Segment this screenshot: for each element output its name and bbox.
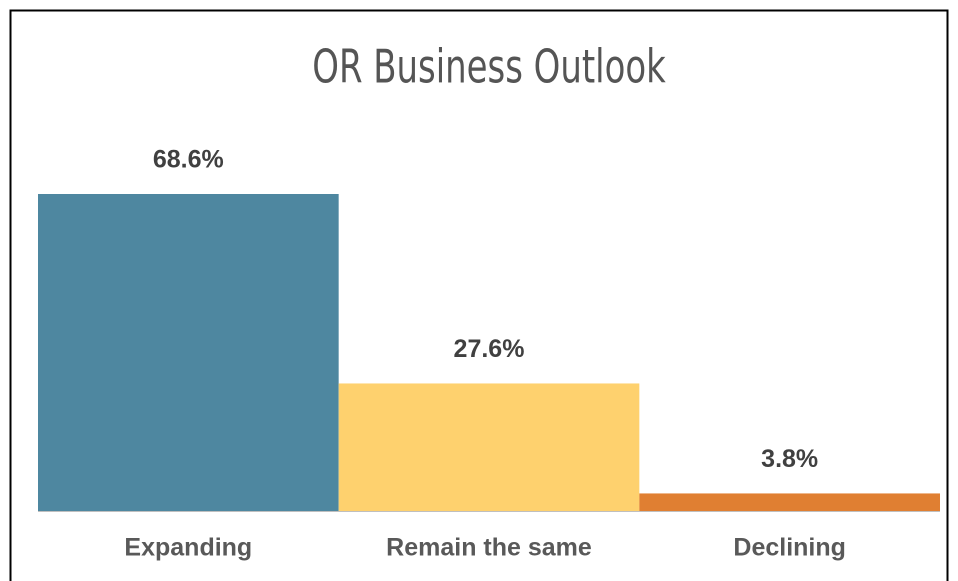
frame xyxy=(9,9,949,581)
value-label: 3.8% xyxy=(761,445,818,473)
value-label: 27.6% xyxy=(454,335,525,363)
bar xyxy=(38,194,339,511)
x-tick-label: Expanding xyxy=(124,534,252,562)
bar xyxy=(338,383,640,511)
bar xyxy=(639,493,940,511)
chart-title: OR Business Outlook xyxy=(312,40,666,94)
x-tick-label: Remain the same xyxy=(386,534,592,562)
value-label: 68.6% xyxy=(153,146,224,174)
x-tick-label: Declining xyxy=(733,534,846,562)
